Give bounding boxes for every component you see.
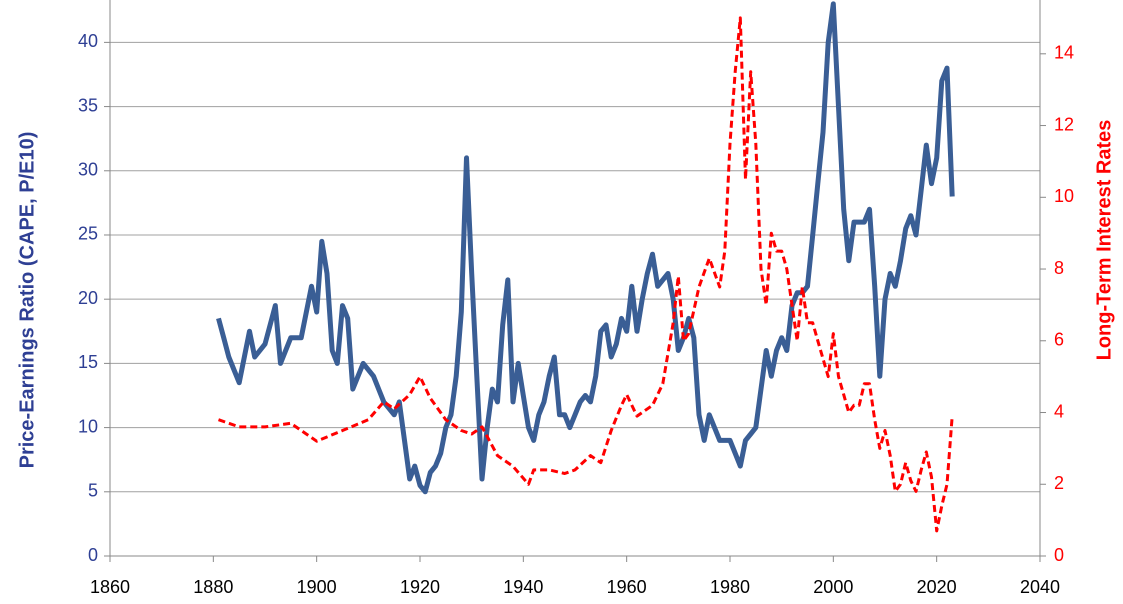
y-tick-label: 15	[78, 352, 98, 372]
y-tick-label: 5	[88, 481, 98, 501]
y2-tick-label: 4	[1054, 401, 1064, 421]
x-tick-label: 1860	[90, 577, 130, 597]
x-tick-label: 2020	[917, 577, 957, 597]
y2-tick-label: 0	[1054, 545, 1064, 565]
y2-axis-label: Long-Term Interest Rates	[1093, 120, 1115, 361]
x-tick-label: 1880	[193, 577, 233, 597]
y-axis-label: Price-Earnings Ratio (CAPE, P/E10)	[16, 132, 38, 469]
y2-tick-label: 12	[1054, 114, 1074, 134]
y2-tick-label: 2	[1054, 473, 1064, 493]
y-tick-label: 10	[78, 416, 98, 436]
y-tick-label: 0	[88, 545, 98, 565]
y-tick-label: 30	[78, 160, 98, 180]
y-tick-label: 35	[78, 95, 98, 115]
x-tick-label: 1940	[503, 577, 543, 597]
x-tick-label: 1980	[710, 577, 750, 597]
x-tick-label: 1920	[400, 577, 440, 597]
y2-tick-label: 10	[1054, 186, 1074, 206]
series-line	[216, 1, 955, 495]
y-tick-label: 20	[78, 288, 98, 308]
series-line	[218, 16, 954, 533]
y-tick-label: 25	[78, 224, 98, 244]
x-tick-label: 1960	[607, 577, 647, 597]
y-tick-label: 40	[78, 31, 98, 51]
x-tick-label: 2040	[1020, 577, 1060, 597]
y2-tick-label: 6	[1054, 330, 1064, 350]
y2-tick-label: 8	[1054, 258, 1064, 278]
x-tick-label: 1900	[297, 577, 337, 597]
x-tick-label: 2000	[813, 577, 853, 597]
y2-tick-label: 14	[1054, 43, 1074, 63]
